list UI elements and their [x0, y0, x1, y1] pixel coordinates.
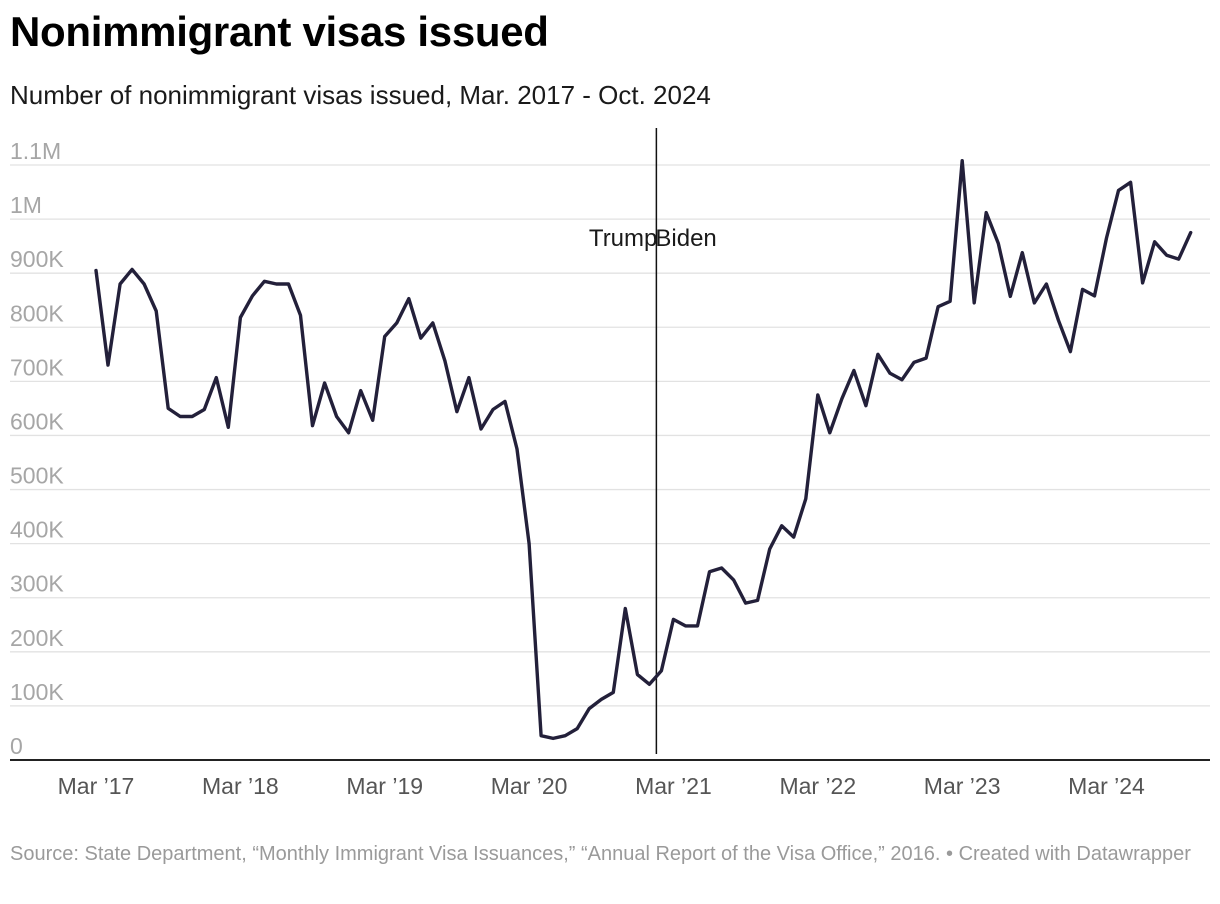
chart-title: Nonimmigrant visas issued: [10, 8, 549, 55]
x-axis-ticks: Mar ’17 Mar ’18 Mar ’19 Mar ’20 Mar ’21 Mar ’…: [58, 773, 1145, 799]
source-note: Source: State Department, “Monthly Immig…: [10, 843, 1191, 865]
x-tick-label: Mar ’18: [202, 773, 279, 799]
x-tick-label: Mar ’21: [635, 773, 712, 799]
y-tick-label: 800K: [10, 300, 64, 326]
y-tick-label: 500K: [10, 463, 64, 489]
y-tick-label: 1M: [10, 192, 42, 218]
y-tick-label: 200K: [10, 625, 64, 651]
series-layer: [94, 159, 1193, 741]
y-tick-label: 300K: [10, 571, 64, 597]
annotation-label-left: Trump: [589, 225, 657, 252]
x-tick-label: Mar ’20: [491, 773, 568, 799]
y-tick-label: 1.1M: [10, 138, 61, 164]
y-tick-label: 100K: [10, 679, 64, 705]
line-chart: 0 100K 200K 300K 400K 500K 600K 700K 800K 900K 1M 1…: [10, 128, 1210, 799]
annotation-label-right: Biden: [655, 225, 716, 252]
y-tick-label: 0: [10, 733, 23, 759]
y-tick-label: 900K: [10, 246, 64, 272]
x-tick-label: Mar ’17: [58, 773, 135, 799]
y-tick-label: 400K: [10, 517, 64, 543]
x-tick-label: Mar ’22: [779, 773, 856, 799]
y-tick-label: 700K: [10, 354, 64, 380]
gridlines: [10, 164, 1210, 761]
x-tick-label: Mar ’23: [924, 773, 1001, 799]
chart-subtitle: Number of nonimmigrant visas issued, Mar…: [10, 80, 711, 110]
x-tick-label: Mar ’24: [1068, 773, 1145, 799]
series-line: [94, 159, 1193, 741]
y-axis-ticks: 0 100K 200K 300K 400K 500K 600K 700K 800K 900K 1M 1…: [10, 138, 64, 759]
y-tick-label: 600K: [10, 408, 64, 434]
x-tick-label: Mar ’19: [346, 773, 423, 799]
